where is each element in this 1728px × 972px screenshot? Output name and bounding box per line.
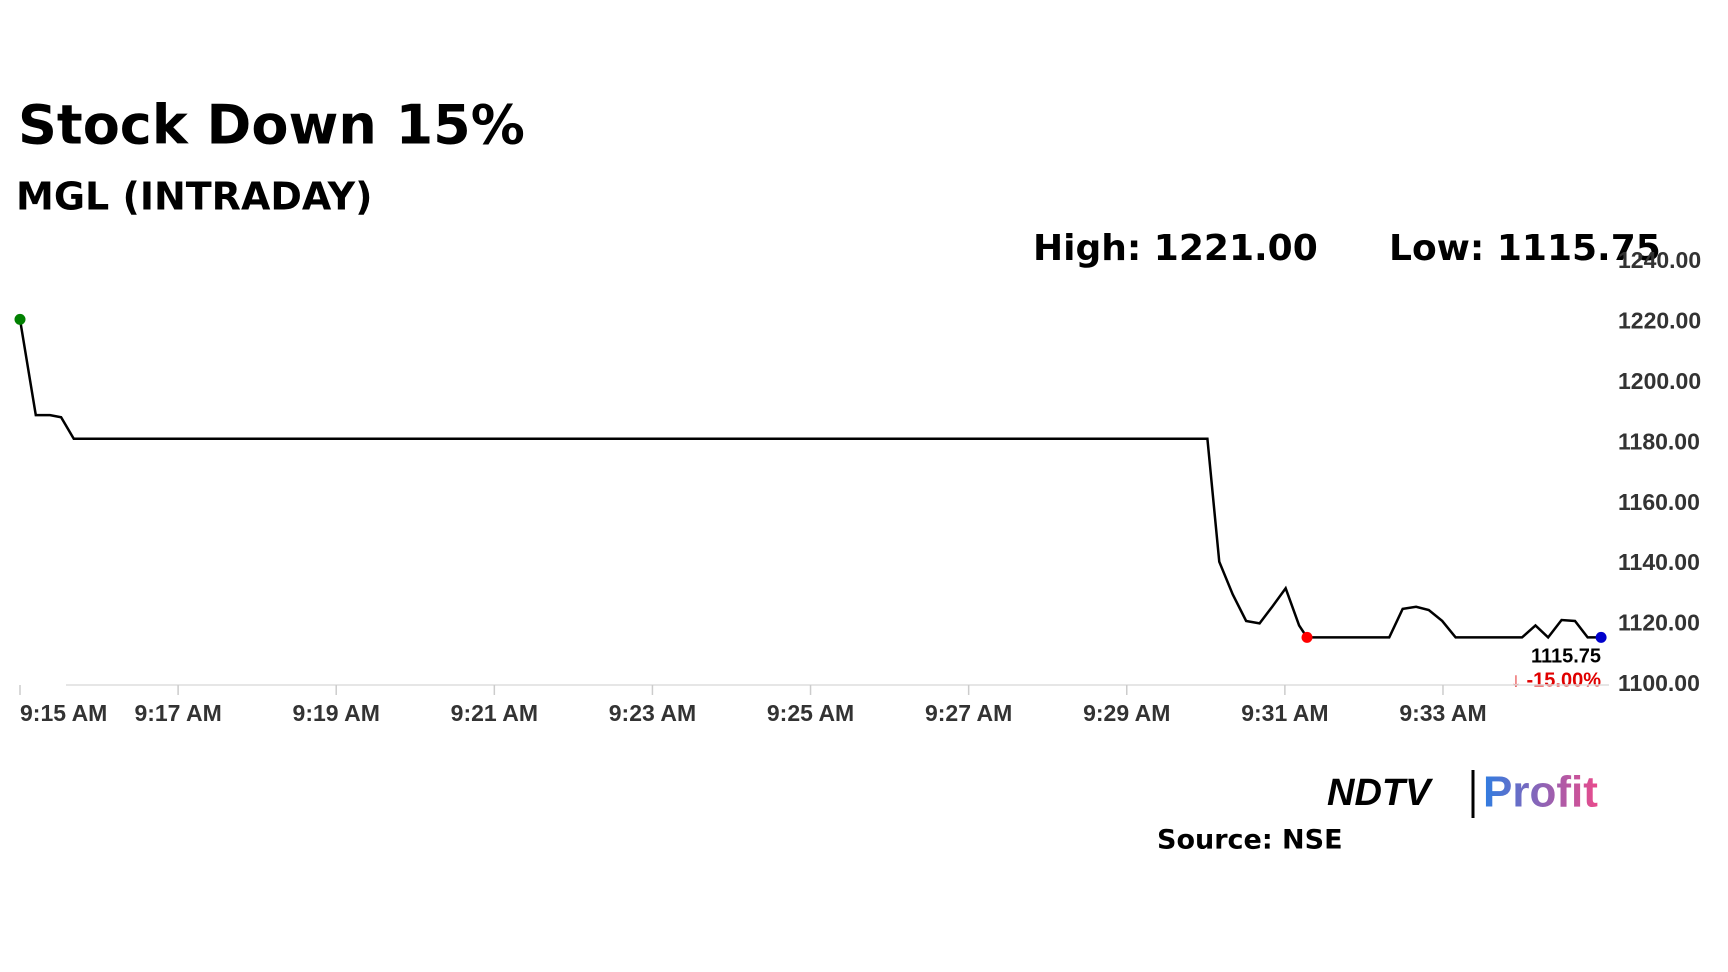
x-tick-label: 9:25 AM (767, 700, 854, 726)
point-marker (14, 313, 26, 325)
y-tick-label: 1200.00 (1618, 368, 1701, 394)
x-tick-label: 9:17 AM (134, 700, 221, 726)
x-tick-label: 9:15 AM (20, 700, 107, 726)
point-marker (1301, 631, 1313, 643)
x-tick-label: 9:19 AM (293, 700, 380, 726)
y-tick-label: 1220.00 (1618, 308, 1701, 334)
y-tick-label: 1240.00 (1618, 247, 1701, 273)
x-tick-label: 9:31 AM (1241, 700, 1328, 726)
x-tick-label: 9:29 AM (1083, 700, 1170, 726)
chart-subtitle: MGL (INTRADAY) (16, 175, 373, 219)
y-tick-label: 1140.00 (1618, 549, 1700, 575)
change-label: ↓ -15.00% (1511, 669, 1601, 691)
logo-left: NDTV (1327, 772, 1433, 814)
y-tick-label: 1180.00 (1618, 428, 1700, 454)
y-tick-label: 1160.00 (1618, 489, 1700, 515)
chart-title: Stock Down 15% (18, 94, 525, 157)
point-marker (1595, 631, 1607, 643)
x-tick-label: 9:33 AM (1399, 700, 1486, 726)
x-tick-label: 9:21 AM (451, 700, 538, 726)
y-tick-label: 1120.00 (1618, 610, 1700, 636)
x-tick-label: 9:23 AM (609, 700, 696, 726)
high-label: High: 1221.00 (1033, 228, 1318, 269)
y-tick-label: 1100.00 (1618, 670, 1700, 696)
price-line (18, 319, 1602, 640)
last-value-label: 1115.75 (1531, 645, 1601, 667)
logo-right: Profit (1483, 768, 1598, 817)
low-label: Low: 1115.75 (1389, 228, 1661, 269)
source: Source: NSE (1157, 825, 1343, 856)
x-tick-label: 9:27 AM (925, 700, 1012, 726)
